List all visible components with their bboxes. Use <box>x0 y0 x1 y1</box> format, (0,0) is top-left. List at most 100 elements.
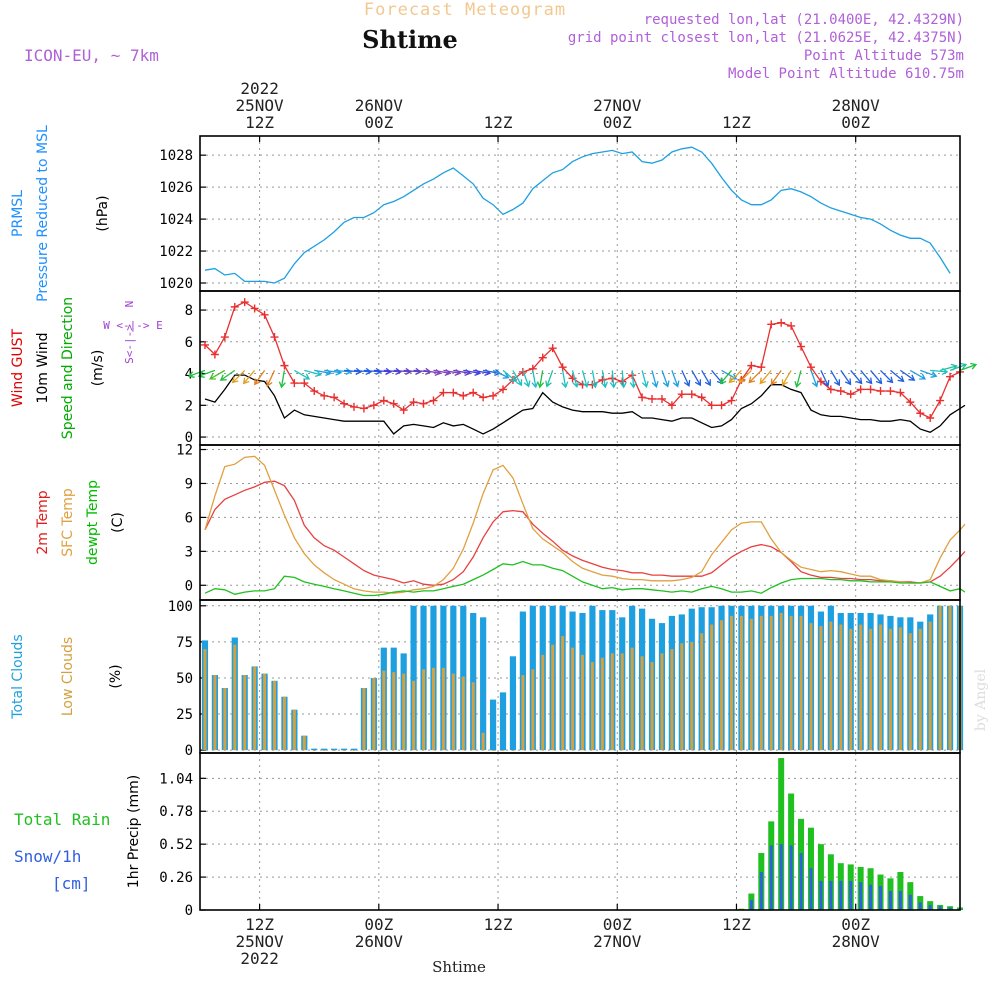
clouds-bar <box>710 624 714 751</box>
wind-arrow <box>231 369 246 384</box>
gust-marker <box>409 398 418 407</box>
precip-bar <box>908 894 912 910</box>
wind-arrow <box>609 370 617 389</box>
wind-arrow <box>383 367 402 375</box>
clouds-bar <box>322 750 326 751</box>
clouds-bar <box>561 636 565 751</box>
gust-marker <box>856 385 865 394</box>
clouds-bar <box>918 628 922 751</box>
time-label-top: 12Z <box>245 113 274 132</box>
time-label-top: 27NOV <box>593 96 642 115</box>
clouds-bar <box>233 644 237 751</box>
precip-bar <box>817 844 824 910</box>
clouds-bar <box>769 615 773 751</box>
gust-marker <box>270 333 279 342</box>
y-tick-label: 1028 <box>159 148 193 164</box>
time-label-bottom: 12Z <box>722 915 751 934</box>
wind-arrow <box>502 369 517 383</box>
clouds-bar <box>499 692 507 751</box>
clouds-bar <box>819 625 823 751</box>
wind-arrow <box>334 367 353 375</box>
gust-marker <box>300 379 309 388</box>
y-tick-label: 12 <box>176 443 193 459</box>
gust-marker <box>836 387 845 396</box>
clouds-bar <box>282 696 286 751</box>
clouds-bar <box>412 680 416 751</box>
model-altitude: Model Point Altitude 610.75m <box>728 66 964 82</box>
clouds-bar <box>700 633 704 751</box>
gust-marker <box>906 398 915 407</box>
gust-marker <box>806 363 815 372</box>
wind-arrow <box>890 369 905 383</box>
wind-arrow <box>719 369 732 385</box>
gust-marker <box>439 388 448 397</box>
gust-marker <box>946 372 955 381</box>
gust-marker <box>429 396 438 405</box>
wind-arrow <box>949 362 968 372</box>
series-line <box>204 374 966 435</box>
clouds-bar <box>660 653 664 751</box>
gust-marker <box>777 318 786 327</box>
gust-marker <box>757 363 766 372</box>
clouds-bar <box>521 675 525 751</box>
axis-title: Speed and Direction <box>60 297 76 439</box>
clouds-bar <box>571 647 575 751</box>
y-tick-label: 0.78 <box>159 804 193 820</box>
axis-title: Low Clouds <box>60 637 76 716</box>
precip-legend-item: Total Rain <box>14 810 110 829</box>
gust-marker <box>459 391 468 400</box>
wind-arrow <box>492 369 510 379</box>
wind-frame <box>199 290 961 446</box>
wind-arrow <box>661 370 670 388</box>
precip-bar <box>948 907 952 910</box>
y-tick-label: 6 <box>185 335 193 351</box>
y-tick-label: 6 <box>185 510 193 526</box>
gust-marker <box>767 320 776 329</box>
gust-marker <box>926 414 935 423</box>
wind-arrow <box>197 369 216 378</box>
wind-arrow <box>278 370 286 389</box>
clouds-bar <box>213 675 217 751</box>
series-line <box>204 301 961 419</box>
y-tick-label: 25 <box>176 707 193 723</box>
wind-arrow <box>759 369 772 385</box>
clouds-bar <box>350 748 358 751</box>
y-tick-label: 0 <box>185 903 193 919</box>
clouds-bar <box>402 673 406 751</box>
y-tick-label: 1024 <box>159 212 193 228</box>
y-tick-label: 50 <box>176 671 193 687</box>
precip-bar <box>879 885 883 910</box>
temperature-frame <box>199 444 961 601</box>
wind-arrow <box>266 370 276 387</box>
time-label-bottom: 28NOV <box>832 932 881 951</box>
clouds-bar <box>829 621 833 751</box>
clouds-bar <box>759 615 763 751</box>
gust-marker <box>538 353 547 362</box>
clouds-bar <box>480 617 487 751</box>
y-tick-label: 75 <box>176 635 193 651</box>
precip-bar <box>849 880 853 910</box>
clouds-bar <box>410 605 417 751</box>
gust-marker <box>240 298 249 307</box>
wind-arrow <box>403 367 422 375</box>
precip-legend-item: [cm] <box>52 874 91 893</box>
clouds-bar <box>730 615 734 751</box>
gust-marker <box>826 385 835 394</box>
model-name: ICON-EU, ~ 7km <box>24 46 159 65</box>
gust-marker <box>876 387 885 396</box>
wind-arrow <box>219 369 236 381</box>
gust-marker <box>320 391 329 400</box>
clouds-bar <box>342 750 346 751</box>
axis-title: (C) <box>110 512 126 533</box>
gust-marker <box>687 390 696 399</box>
axis-title: SFC Temp <box>60 488 76 557</box>
gust-marker <box>359 404 368 413</box>
time-label-bottom: 12Z <box>484 915 513 934</box>
gust-marker <box>916 409 925 418</box>
clouds-bar <box>491 750 495 751</box>
clouds-bar <box>451 673 455 751</box>
clouds-bar <box>799 615 803 751</box>
clouds-bar <box>590 662 594 751</box>
time-label-top: 26NOV <box>355 96 404 115</box>
clouds-bar <box>489 699 497 751</box>
